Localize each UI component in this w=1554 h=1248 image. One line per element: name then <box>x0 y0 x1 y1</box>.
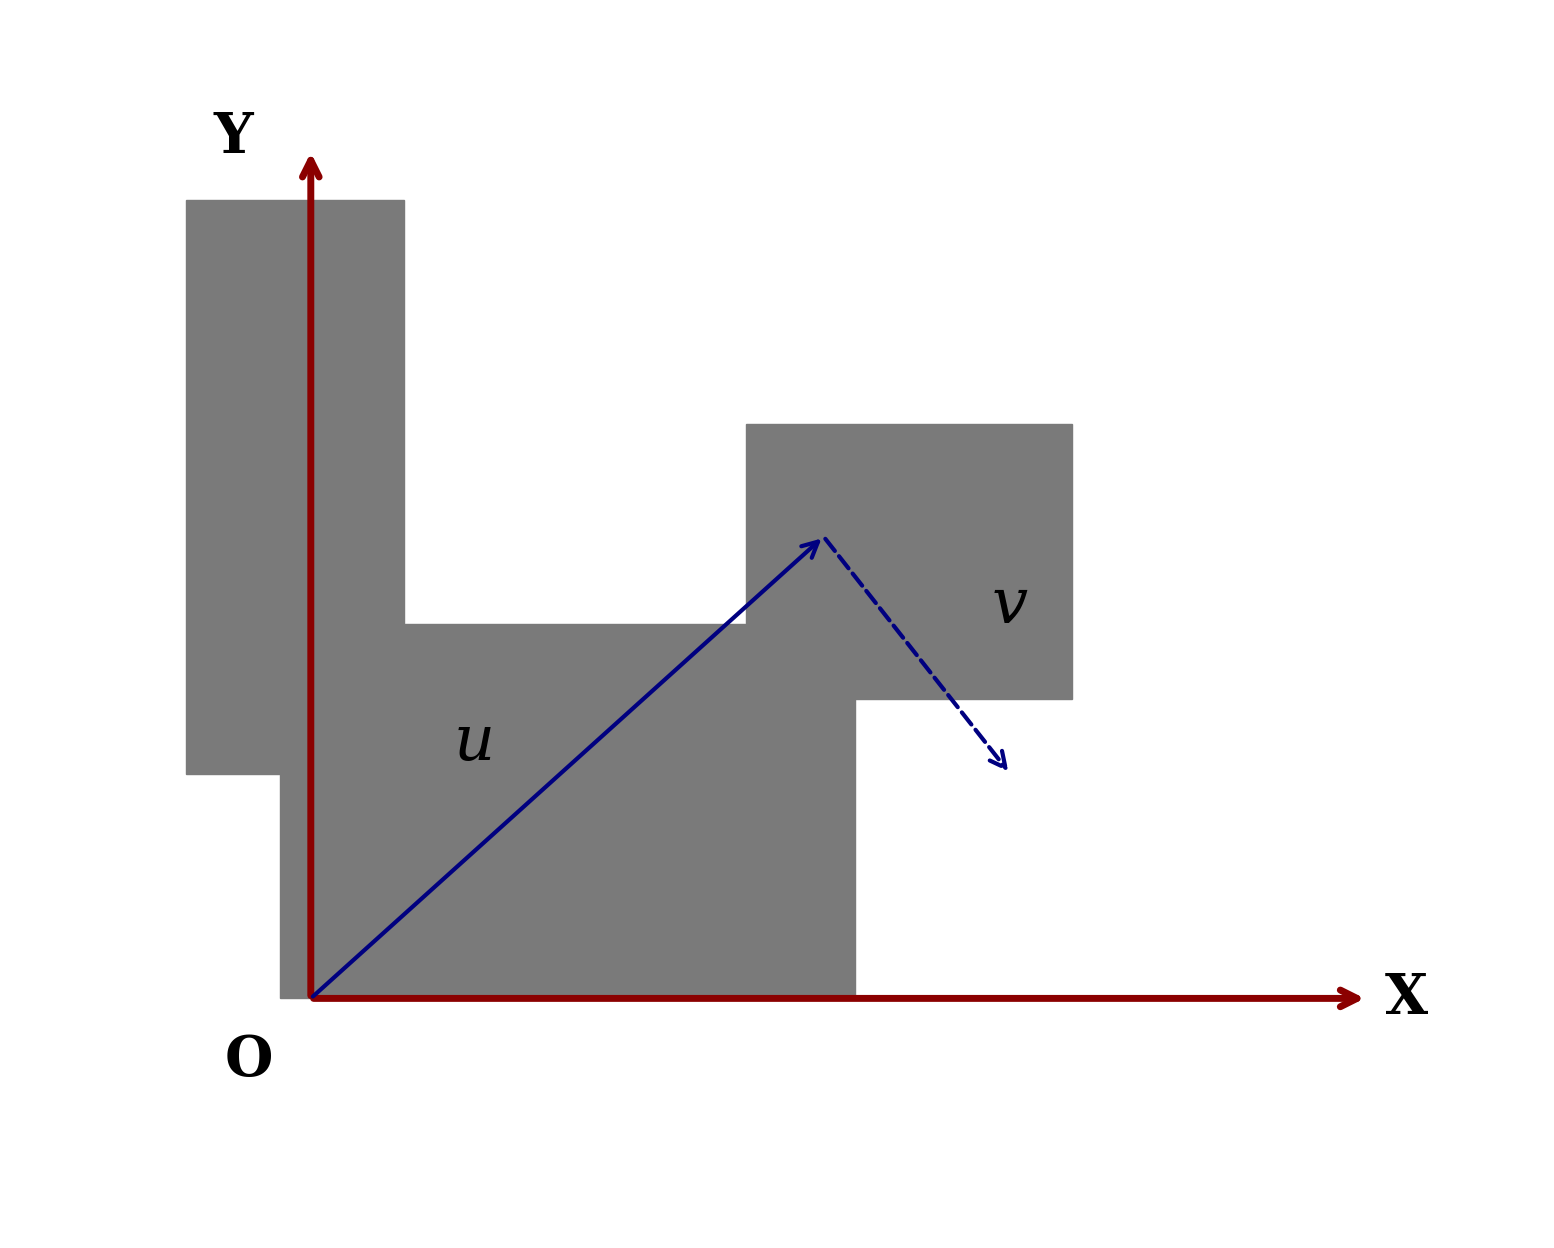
Text: X: X <box>1385 971 1428 1026</box>
Bar <box>186 200 404 774</box>
Bar <box>746 424 1072 699</box>
Text: v: v <box>991 574 1029 636</box>
Bar <box>280 624 855 998</box>
Text: Y: Y <box>213 110 253 165</box>
Text: O: O <box>224 1033 274 1088</box>
Text: u: u <box>454 711 494 774</box>
